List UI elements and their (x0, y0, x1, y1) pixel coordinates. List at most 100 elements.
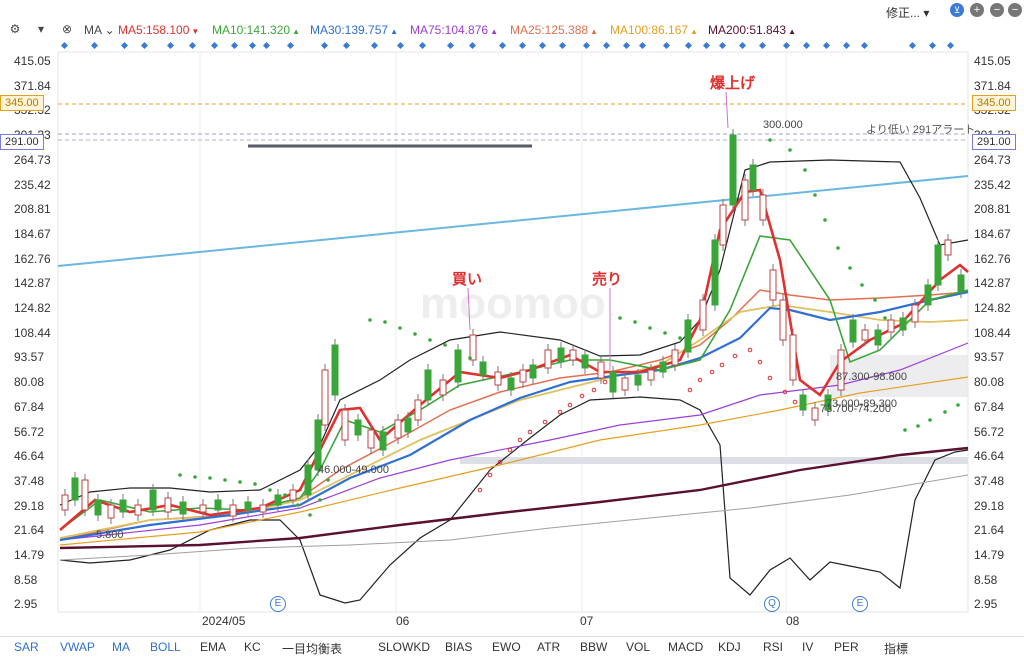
earnings-marker[interactable]: E (852, 596, 868, 612)
candle (454, 349, 462, 383)
ma100-line (59, 376, 969, 546)
ma10-label: MA10:141.320 ▲ (212, 23, 300, 37)
annotation-surge: 爆上げ (710, 74, 756, 92)
dropdown-icon[interactable]: ▾ (37, 22, 45, 36)
sar-dot-red (719, 362, 725, 368)
chart-toolbar: ⚙ ▾ ⊗ MA ⌄ MA5:158.100 ▼ MA10:141.320 ▲ MA… (0, 0, 1024, 40)
y-axis-tick: 29.18 (974, 498, 1005, 513)
sar-dot-red (697, 377, 703, 383)
y-axis-tick: 21.64 (974, 523, 1005, 538)
adjust-menu[interactable]: 修正... ▾ (886, 6, 930, 20)
y-axis-tick: 67.84 (974, 399, 1005, 414)
indicator-per[interactable]: PER (834, 640, 859, 654)
indicator-bar (0, 636, 1024, 659)
signal-diamond (602, 41, 611, 50)
y-axis-tick: 415.05 (974, 54, 1011, 68)
sar-dot (860, 283, 864, 287)
signal-diamond (782, 41, 791, 50)
sar-dot-red (792, 399, 798, 405)
indicator-vol[interactable]: VOL (626, 640, 651, 654)
candle (741, 179, 749, 221)
candle (769, 269, 777, 301)
candle (71, 477, 79, 501)
watermark: moomoo (420, 279, 606, 328)
indicator-一目均衡表[interactable]: 一目均衡表 (282, 642, 343, 656)
indicator-ewo[interactable]: EWO (492, 640, 521, 654)
signal-diamond (518, 41, 527, 50)
sar-dot (398, 326, 402, 330)
indicator-指標[interactable]: 指標 (884, 642, 909, 656)
indicator-ma[interactable]: MA (112, 640, 130, 654)
price-tag-left-291: 291.00 (0, 134, 44, 150)
price-tag-left-345: 345.00 (0, 95, 44, 111)
candle (274, 494, 282, 506)
indicator-macd[interactable]: MACD (668, 640, 704, 654)
chart-type-icon[interactable]: ⊻ (950, 3, 964, 17)
sar-dot-red (487, 472, 493, 478)
signal-diamond (822, 41, 831, 50)
candle (699, 299, 707, 331)
y-axis-tick: 264.73 (14, 152, 51, 167)
y-axis-tick: 235.42 (974, 177, 1011, 192)
indicator-boll[interactable]: BOLL (150, 640, 181, 654)
candle (304, 464, 312, 496)
zoom-in-icon[interactable]: + (970, 3, 984, 17)
candle (424, 369, 432, 401)
range-label-73b: 73.700-74.200 (820, 403, 891, 415)
candle (647, 369, 655, 381)
signal-diamond (140, 41, 149, 50)
sar-dot (648, 326, 652, 330)
indicator-slowkd[interactable]: SLOWKD (378, 640, 431, 654)
signal-diamond (702, 41, 711, 50)
ma-select[interactable]: MA ⌄ (84, 23, 115, 37)
gear-icon[interactable]: ⚙ (9, 22, 21, 36)
signal-diamond (370, 41, 379, 50)
y-axis-tick: 371.84 (14, 78, 51, 93)
y-axis-tick: 124.82 (14, 301, 51, 315)
indicator-bbw[interactable]: BBW (580, 640, 608, 654)
sar-dot-red (517, 437, 523, 443)
sar-dot-red (747, 347, 753, 353)
indicator-atr[interactable]: ATR (537, 640, 561, 654)
price-tag-right-345: 345.00 (972, 95, 1016, 111)
signal-diamond (538, 41, 547, 50)
sar-dot (873, 298, 877, 302)
sar-dot-red (782, 389, 788, 395)
earnings-marker[interactable]: E (270, 596, 286, 612)
annotation-sell: 売り (592, 270, 623, 288)
candle (849, 319, 857, 343)
indicator-kdj[interactable]: KDJ (718, 640, 741, 654)
candle (684, 319, 692, 353)
candle (331, 344, 339, 396)
indicator-ema[interactable]: EMA (200, 640, 227, 654)
y-axis-tick: 93.57 (14, 350, 45, 365)
ma30-label: MA30:139.757 ▲ (310, 23, 398, 37)
minimize-icon[interactable]: − (1008, 3, 1022, 17)
y-axis-tick: 162.76 (14, 251, 51, 266)
zone-band (460, 457, 968, 464)
sar-dot (296, 503, 300, 507)
indicator-rsi[interactable]: RSI (763, 640, 784, 654)
alert-label[interactable]: より低い 291アラート (866, 124, 976, 136)
sar-dot-red (732, 353, 738, 359)
candle (341, 409, 349, 441)
sar-dot-red (602, 379, 608, 385)
candle (861, 329, 869, 341)
candle (199, 504, 207, 513)
sar-dot (836, 246, 840, 250)
candle (214, 499, 222, 511)
signal-diamond (248, 41, 257, 50)
indicator-sar[interactable]: SAR (14, 640, 39, 654)
event-marker-q[interactable]: Q (764, 596, 780, 612)
indicator-iv[interactable]: IV (802, 640, 814, 654)
candle (557, 347, 565, 363)
sar-dot (456, 350, 460, 354)
indicator-vwap[interactable]: VWAP (60, 640, 95, 654)
indicator-kc[interactable]: KC (244, 640, 261, 654)
y-axis-tick: 8.58 (974, 572, 998, 587)
candle (61, 494, 69, 511)
indicator-bias[interactable]: BIAS (445, 640, 473, 654)
sar-dot (238, 480, 242, 484)
zoom-out-icon[interactable]: − (990, 3, 1004, 17)
close-icon[interactable]: ⊗ (61, 22, 73, 36)
